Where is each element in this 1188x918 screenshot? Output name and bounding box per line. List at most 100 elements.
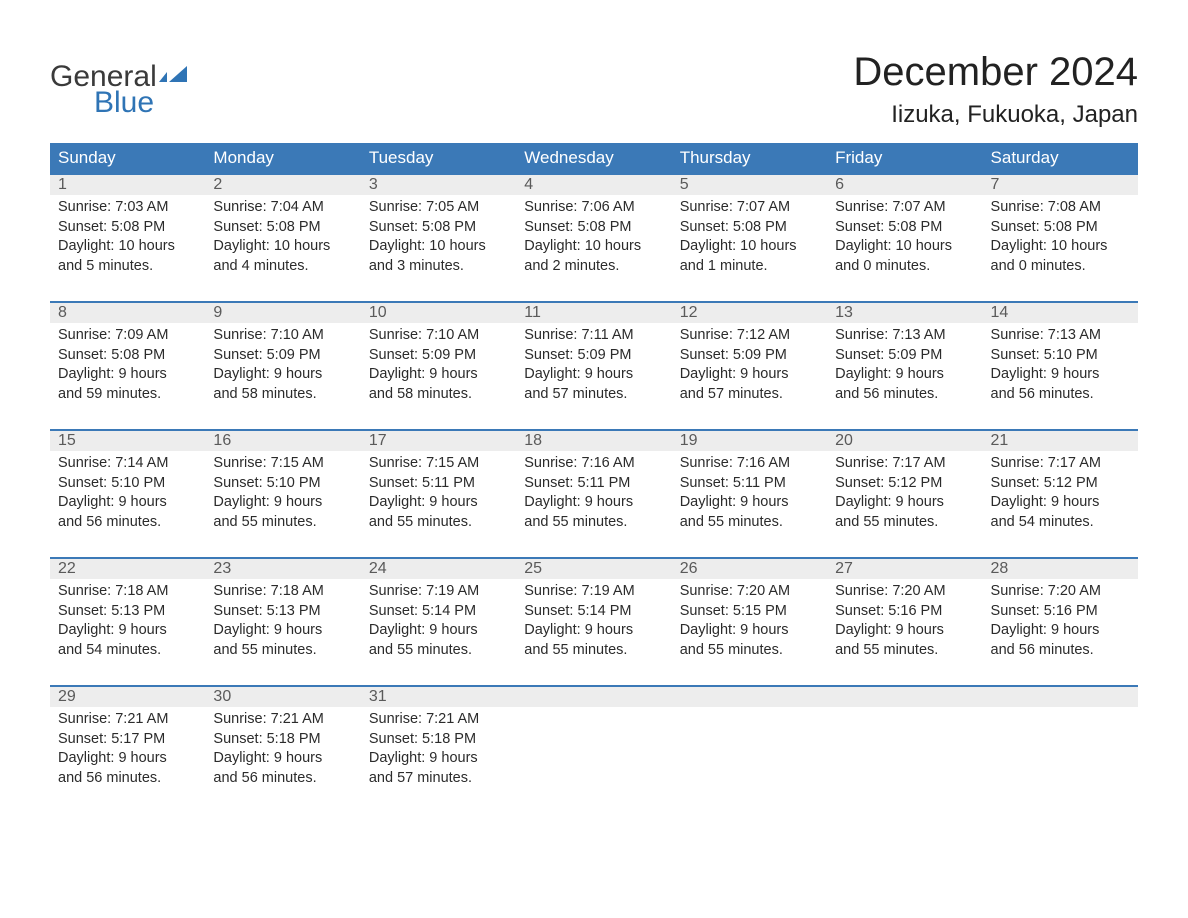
daylight-line2: and 56 minutes. [835, 385, 974, 405]
sunset-text: Sunset: 5:09 PM [835, 346, 974, 366]
sunrise-text: Sunrise: 7:03 AM [58, 198, 197, 218]
daylight-line1: Daylight: 9 hours [58, 749, 197, 769]
day-number: 29 [50, 687, 205, 707]
sunrise-text: Sunrise: 7:20 AM [991, 582, 1130, 602]
calendar-day-cell: 23Sunrise: 7:18 AMSunset: 5:13 PMDayligh… [205, 558, 360, 686]
sunrise-text: Sunrise: 7:17 AM [835, 454, 974, 474]
daylight-line1: Daylight: 9 hours [369, 493, 508, 513]
daylight-line1: Daylight: 10 hours [991, 237, 1130, 257]
sunset-text: Sunset: 5:13 PM [58, 602, 197, 622]
day-details: Sunrise: 7:05 AMSunset: 5:08 PMDaylight:… [361, 195, 516, 280]
calendar-day-cell: 17Sunrise: 7:15 AMSunset: 5:11 PMDayligh… [361, 430, 516, 558]
daylight-line2: and 0 minutes. [991, 257, 1130, 277]
sunset-text: Sunset: 5:08 PM [991, 218, 1130, 238]
daylight-line2: and 5 minutes. [58, 257, 197, 277]
day-number: 26 [672, 559, 827, 579]
weekday-header-row: Sunday Monday Tuesday Wednesday Thursday… [50, 143, 1138, 174]
daylight-line1: Daylight: 10 hours [369, 237, 508, 257]
day-details: Sunrise: 7:16 AMSunset: 5:11 PMDaylight:… [516, 451, 671, 536]
daylight-line2: and 55 minutes. [835, 513, 974, 533]
sunrise-text: Sunrise: 7:18 AM [58, 582, 197, 602]
sunset-text: Sunset: 5:14 PM [524, 602, 663, 622]
day-number: 6 [827, 175, 982, 195]
calendar-day-cell: 28Sunrise: 7:20 AMSunset: 5:16 PMDayligh… [983, 558, 1138, 686]
sunset-text: Sunset: 5:11 PM [524, 474, 663, 494]
day-details: Sunrise: 7:21 AMSunset: 5:18 PMDaylight:… [361, 707, 516, 792]
daylight-line1: Daylight: 9 hours [213, 365, 352, 385]
daylight-line1: Daylight: 9 hours [680, 621, 819, 641]
sunrise-text: Sunrise: 7:13 AM [835, 326, 974, 346]
sunset-text: Sunset: 5:08 PM [58, 218, 197, 238]
daylight-line1: Daylight: 9 hours [680, 493, 819, 513]
daylight-line2: and 57 minutes. [524, 385, 663, 405]
sunset-text: Sunset: 5:18 PM [213, 730, 352, 750]
weekday-header: Tuesday [361, 143, 516, 174]
sunrise-text: Sunrise: 7:21 AM [213, 710, 352, 730]
calendar-day-cell: 20 Sunrise: 7:17 AMSunset: 5:12 PMDayligh… [827, 430, 982, 558]
daylight-line2: and 54 minutes. [58, 641, 197, 661]
day-number: 31 [361, 687, 516, 707]
calendar-day-cell: 8Sunrise: 7:09 AMSunset: 5:08 PMDaylight… [50, 302, 205, 430]
calendar-day-cell [516, 686, 671, 814]
sunrise-text: Sunrise: 7:14 AM [58, 454, 197, 474]
day-number: 7 [983, 175, 1138, 195]
day-details: Sunrise: 7:18 AMSunset: 5:13 PMDaylight:… [205, 579, 360, 664]
day-details: Sunrise: 7:20 AMSunset: 5:15 PMDaylight:… [672, 579, 827, 664]
sunset-text: Sunset: 5:18 PM [369, 730, 508, 750]
sunrise-text: Sunrise: 7:12 AM [680, 326, 819, 346]
daylight-line2: and 59 minutes. [58, 385, 197, 405]
day-details: Sunrise: 7:10 AMSunset: 5:09 PMDaylight:… [361, 323, 516, 408]
calendar-day-cell: 21Sunrise: 7:17 AMSunset: 5:12 PMDayligh… [983, 430, 1138, 558]
daylight-line1: Daylight: 9 hours [991, 621, 1130, 641]
day-details: Sunrise: 7:10 AMSunset: 5:09 PMDaylight:… [205, 323, 360, 408]
daylight-line2: and 55 minutes. [524, 641, 663, 661]
day-number: 2 [205, 175, 360, 195]
day-number-empty [983, 687, 1138, 707]
daylight-line1: Daylight: 10 hours [835, 237, 974, 257]
sunset-text: Sunset: 5:10 PM [213, 474, 352, 494]
daylight-line1: Daylight: 9 hours [213, 493, 352, 513]
calendar-day-cell: 31Sunrise: 7:21 AMSunset: 5:18 PMDayligh… [361, 686, 516, 814]
sunrise-text: Sunrise: 7:18 AM [213, 582, 352, 602]
calendar-day-cell: 19Sunrise: 7:16 AMSunset: 5:11 PMDayligh… [672, 430, 827, 558]
daylight-line1: Daylight: 9 hours [991, 493, 1130, 513]
day-details: Sunrise: 7:06 AMSunset: 5:08 PMDaylight:… [516, 195, 671, 280]
sunset-text: Sunset: 5:12 PM [835, 474, 974, 494]
daylight-line2: and 3 minutes. [369, 257, 508, 277]
day-number: 3 [361, 175, 516, 195]
sunrise-text: Sunrise: 7:09 AM [58, 326, 197, 346]
daylight-line1: Daylight: 9 hours [835, 365, 974, 385]
calendar-day-cell: 15Sunrise: 7:14 AMSunset: 5:10 PMDayligh… [50, 430, 205, 558]
daylight-line2: and 58 minutes. [213, 385, 352, 405]
daylight-line2: and 57 minutes. [369, 769, 508, 789]
daylight-line1: Daylight: 10 hours [58, 237, 197, 257]
day-details: Sunrise: 7:09 AMSunset: 5:08 PMDaylight:… [50, 323, 205, 408]
daylight-line2: and 55 minutes. [213, 641, 352, 661]
sunset-text: Sunset: 5:09 PM [213, 346, 352, 366]
daylight-line2: and 0 minutes. [835, 257, 974, 277]
sunset-text: Sunset: 5:16 PM [991, 602, 1130, 622]
daylight-line1: Daylight: 10 hours [524, 237, 663, 257]
sunrise-text: Sunrise: 7:05 AM [369, 198, 508, 218]
sunset-text: Sunset: 5:11 PM [680, 474, 819, 494]
sunrise-text: Sunrise: 7:20 AM [835, 582, 974, 602]
sunrise-text: Sunrise: 7:15 AM [369, 454, 508, 474]
calendar-day-cell: 4Sunrise: 7:06 AMSunset: 5:08 PMDaylight… [516, 174, 671, 302]
day-number: 20 [827, 431, 982, 451]
sunset-text: Sunset: 5:09 PM [524, 346, 663, 366]
day-details: Sunrise: 7:20 AMSunset: 5:16 PMDaylight:… [827, 579, 982, 664]
daylight-line2: and 55 minutes. [680, 513, 819, 533]
daylight-line1: Daylight: 9 hours [835, 493, 974, 513]
weekday-header: Saturday [983, 143, 1138, 174]
daylight-line1: Daylight: 9 hours [58, 621, 197, 641]
calendar-day-cell: 12Sunrise: 7:12 AMSunset: 5:09 PMDayligh… [672, 302, 827, 430]
sunset-text: Sunset: 5:15 PM [680, 602, 819, 622]
day-details: Sunrise: 7:17 AMSunset: 5:12 PMDaylight:… [983, 451, 1138, 536]
daylight-line1: Daylight: 9 hours [369, 621, 508, 641]
calendar-day-cell: 27Sunrise: 7:20 AMSunset: 5:16 PMDayligh… [827, 558, 982, 686]
calendar-day-cell: 10Sunrise: 7:10 AMSunset: 5:09 PMDayligh… [361, 302, 516, 430]
daylight-line2: and 56 minutes. [58, 769, 197, 789]
calendar-week-row: 15Sunrise: 7:14 AMSunset: 5:10 PMDayligh… [50, 430, 1138, 558]
logo: General Blue [50, 60, 189, 120]
day-details: Sunrise: 7:13 AMSunset: 5:10 PMDaylight:… [983, 323, 1138, 408]
